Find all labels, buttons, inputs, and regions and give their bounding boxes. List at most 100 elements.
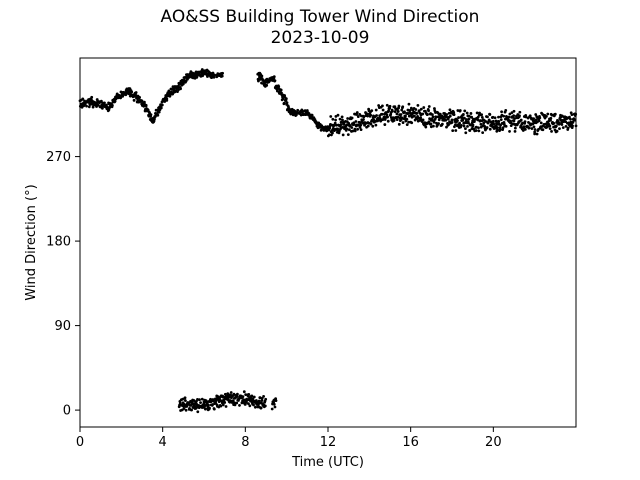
data-point — [351, 129, 355, 133]
data-point — [518, 110, 522, 114]
data-point — [417, 116, 420, 120]
data-point — [569, 117, 572, 121]
data-point — [544, 114, 548, 118]
data-point — [507, 115, 511, 119]
data-point — [340, 115, 344, 119]
data-point — [336, 113, 340, 117]
data-point — [252, 395, 256, 399]
data-point — [513, 126, 517, 130]
data-point — [461, 112, 465, 116]
data-point — [138, 95, 141, 99]
data-point — [362, 115, 366, 119]
data-point — [397, 104, 401, 108]
data-point — [388, 104, 392, 108]
data-point — [453, 125, 456, 129]
data-point — [327, 133, 331, 137]
data-point — [113, 99, 117, 103]
x-tick-label: 4 — [159, 435, 167, 450]
data-point — [329, 115, 333, 118]
data-point — [200, 397, 204, 401]
data-point — [415, 111, 419, 115]
data-point — [498, 128, 502, 131]
data-point — [497, 115, 500, 119]
data-point — [223, 401, 227, 404]
data-point — [383, 123, 387, 126]
data-point — [458, 121, 461, 125]
data-point — [110, 103, 114, 107]
data-point — [470, 115, 474, 119]
data-point — [277, 85, 281, 89]
data-point — [474, 129, 478, 132]
data-point — [492, 122, 496, 126]
data-point — [487, 118, 491, 122]
data-point — [260, 74, 264, 78]
data-point — [371, 124, 375, 128]
data-point — [571, 124, 574, 128]
data-point — [149, 113, 153, 116]
data-point — [561, 126, 565, 129]
data-point — [386, 115, 389, 119]
data-point — [471, 123, 475, 127]
data-point — [447, 123, 450, 127]
data-point — [157, 110, 161, 114]
chart-subtitle: 2023-10-09 — [270, 28, 370, 48]
data-point — [450, 118, 454, 122]
data-point — [81, 97, 85, 101]
data-point — [488, 127, 492, 131]
data-point — [184, 399, 187, 402]
data-point — [159, 106, 163, 110]
data-point — [352, 123, 356, 126]
data-point — [272, 75, 276, 79]
data-point — [387, 109, 391, 113]
data-point — [461, 118, 465, 122]
data-point — [467, 121, 470, 125]
data-point — [493, 116, 497, 120]
data-point — [346, 133, 350, 136]
data-point — [444, 118, 448, 122]
data-point — [512, 114, 516, 118]
data-point — [407, 120, 410, 124]
x-tick-label: 16 — [402, 435, 419, 450]
data-point — [279, 88, 283, 92]
data-point — [369, 122, 373, 126]
data-point — [362, 118, 365, 121]
data-point — [132, 98, 136, 102]
data-point — [259, 406, 263, 410]
data-point — [501, 126, 505, 130]
data-point — [354, 120, 358, 123]
data-point — [460, 116, 464, 120]
data-point — [397, 122, 401, 126]
data-point — [408, 108, 412, 112]
data-point — [338, 117, 342, 121]
data-point — [336, 127, 340, 131]
data-point — [144, 103, 148, 107]
data-point — [548, 124, 552, 128]
data-point — [451, 129, 455, 133]
data-point — [264, 397, 268, 401]
data-point — [165, 97, 169, 101]
data-point — [480, 113, 484, 117]
data-point — [405, 117, 409, 121]
data-point — [270, 407, 274, 411]
data-point — [448, 114, 452, 118]
data-point — [190, 408, 194, 412]
y-axis-ticks: 0 90 180 270 — [46, 150, 80, 419]
data-point — [183, 396, 187, 400]
data-point — [282, 101, 286, 105]
data-point — [339, 123, 343, 127]
data-point — [334, 118, 337, 122]
data-point — [421, 112, 425, 116]
data-point — [500, 110, 503, 114]
data-point — [182, 407, 186, 410]
data-point — [274, 399, 278, 403]
data-point — [532, 125, 536, 129]
data-point — [504, 109, 508, 112]
data-point — [497, 120, 501, 123]
data-point — [194, 406, 198, 410]
data-point — [463, 116, 466, 120]
data-point — [265, 83, 269, 87]
y-axis-label: Wind Direction (°) — [24, 184, 39, 300]
data-point — [260, 396, 264, 400]
data-point — [156, 113, 160, 117]
data-point — [413, 114, 416, 118]
